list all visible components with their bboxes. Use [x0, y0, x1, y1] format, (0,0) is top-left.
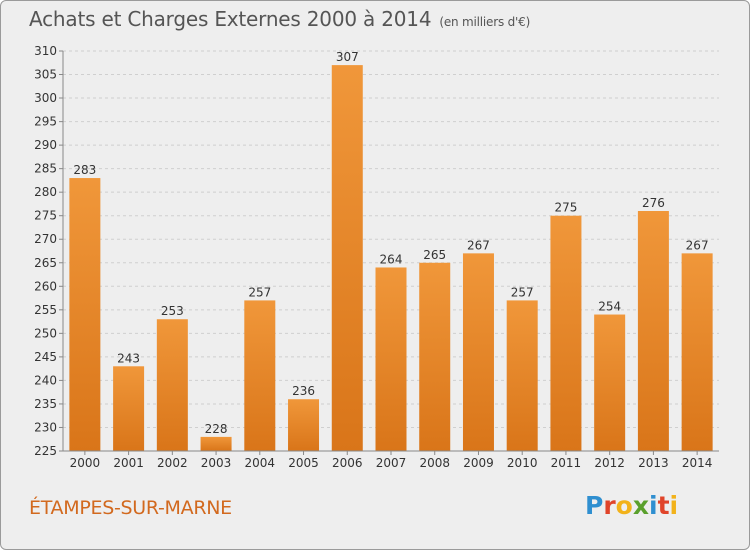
y-tick-label: 230 — [34, 420, 57, 434]
logo-letter: x — [632, 491, 649, 520]
logo-letter: t — [657, 491, 670, 520]
x-tick-label: 2002 — [157, 456, 188, 470]
data-label: 267 — [686, 238, 709, 252]
x-tick-label: 2011 — [551, 456, 582, 470]
x-tick-label: 2008 — [419, 456, 450, 470]
bar-2000[interactable] — [69, 178, 101, 451]
bar-2010[interactable] — [506, 300, 538, 451]
chart-title: Achats et Charges Externes 2000 à 2014 (e… — [29, 7, 530, 31]
x-tick-label: 2006 — [332, 456, 363, 470]
bar-2006[interactable] — [331, 65, 363, 451]
y-tick-label: 265 — [34, 256, 57, 270]
logo-letter: i — [649, 491, 658, 520]
y-tick-label: 300 — [34, 91, 57, 105]
bar-2009[interactable] — [462, 253, 494, 451]
proxiti-logo[interactable]: Proxiti — [585, 491, 678, 520]
data-label: 267 — [467, 238, 490, 252]
data-label: 257 — [248, 285, 271, 299]
y-tick-label: 310 — [34, 44, 57, 58]
x-tick-label: 2007 — [376, 456, 407, 470]
y-tick-label: 225 — [34, 444, 57, 458]
y-tick-label: 260 — [34, 279, 57, 293]
data-label: 276 — [642, 196, 665, 210]
logo-letter: o — [615, 491, 633, 520]
y-tick-label: 305 — [34, 68, 57, 82]
y-tick-label: 280 — [34, 185, 57, 199]
data-label: 307 — [336, 50, 359, 64]
data-label: 265 — [423, 248, 446, 262]
logo-letter: r — [603, 491, 616, 520]
data-label: 254 — [598, 300, 621, 314]
bar-2002[interactable] — [156, 319, 188, 451]
x-tick-label: 2005 — [288, 456, 319, 470]
y-tick-label: 255 — [34, 303, 57, 317]
x-tick-label: 2010 — [507, 456, 538, 470]
y-tick-label: 250 — [34, 326, 57, 340]
x-tick-label: 2003 — [201, 456, 232, 470]
data-label: 243 — [117, 351, 140, 365]
y-tick-label: 245 — [34, 350, 57, 364]
bar-2013[interactable] — [637, 211, 669, 451]
data-label: 257 — [511, 285, 534, 299]
bar-2005[interactable] — [288, 399, 320, 451]
y-tick-label: 270 — [34, 232, 57, 246]
data-label: 228 — [205, 422, 228, 436]
chart-subtitle: (en milliers d'€) — [439, 15, 531, 29]
bar-2003[interactable] — [200, 436, 232, 451]
x-tick-label: 2012 — [594, 456, 625, 470]
bar-2011[interactable] — [550, 215, 582, 451]
x-tick-label: 2004 — [245, 456, 276, 470]
x-tick-label: 2013 — [638, 456, 669, 470]
y-tick-label: 285 — [34, 162, 57, 176]
data-label: 236 — [292, 384, 315, 398]
logo-letter: P — [585, 491, 604, 520]
bar-2001[interactable] — [113, 366, 145, 451]
x-tick-label: 2014 — [682, 456, 713, 470]
data-label: 283 — [73, 163, 96, 177]
x-tick-label: 2001 — [113, 456, 144, 470]
bar-2012[interactable] — [594, 314, 626, 451]
bar-2007[interactable] — [375, 267, 407, 451]
city-name: ÉTAMPES-SUR-MARNE — [29, 497, 232, 519]
y-tick-label: 235 — [34, 397, 57, 411]
bar-2014[interactable] — [681, 253, 713, 451]
data-label: 275 — [554, 201, 577, 215]
y-tick-label: 275 — [34, 209, 57, 223]
y-tick-label: 295 — [34, 115, 57, 129]
bar-2004[interactable] — [244, 300, 276, 451]
x-tick-label: 2000 — [70, 456, 101, 470]
y-tick-label: 240 — [34, 373, 57, 387]
chart-title-text: Achats et Charges Externes 2000 à 2014 — [29, 7, 432, 31]
x-tick-label: 2009 — [463, 456, 494, 470]
bar-2008[interactable] — [419, 262, 451, 451]
data-label: 253 — [161, 304, 184, 318]
logo-letter: i — [669, 491, 679, 520]
y-tick-label: 290 — [34, 138, 57, 152]
data-label: 264 — [380, 252, 403, 266]
